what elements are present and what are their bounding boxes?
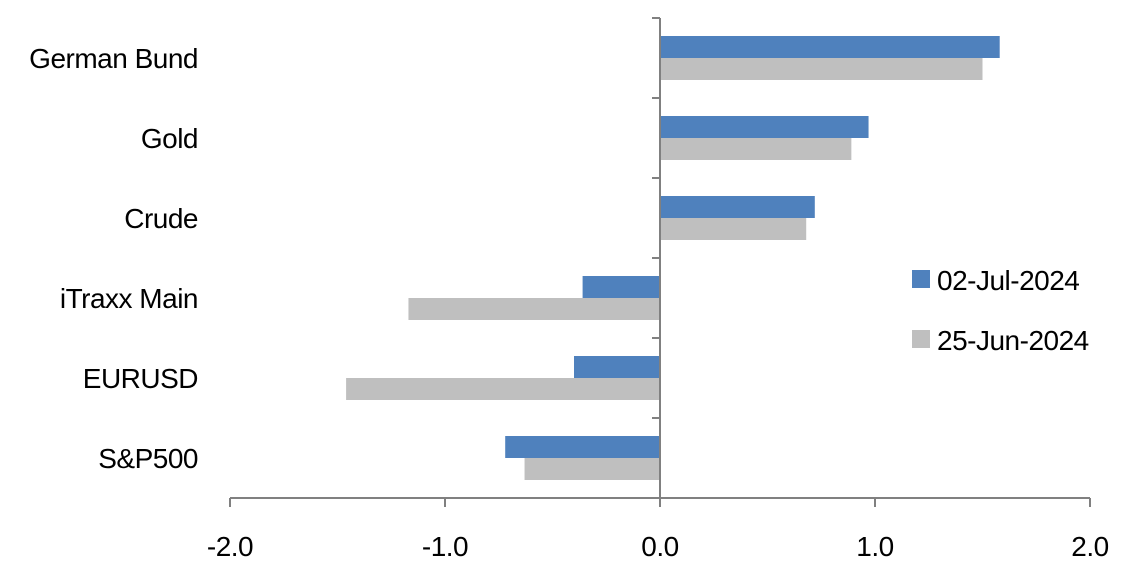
x-tick-label: -1.0 [422,531,468,562]
bar-series1 [574,356,660,378]
bar-series1 [660,36,1000,58]
bar-series2 [660,138,852,160]
bar-series2 [524,458,660,480]
category-label: Gold [141,123,198,154]
legend-label: 02-Jul-2024 [937,265,1079,296]
category-label: EURUSD [83,363,198,394]
bar-series1 [660,196,815,218]
x-tick-label: -2.0 [207,531,253,562]
x-tick-label: 0.0 [641,531,678,562]
category-label: S&P500 [98,443,198,474]
bar-series1 [582,276,660,298]
legend-swatch [912,270,930,288]
category-label: Crude [124,203,198,234]
category-label: iTraxx Main [60,283,198,314]
bar-series2 [408,298,660,320]
bar-series2 [346,378,660,400]
bar-series1 [660,116,869,138]
x-tick-label: 2.0 [1071,531,1108,562]
x-tick-label: 1.0 [856,531,893,562]
bar-series1 [505,436,660,458]
legend-label: 25-Jun-2024 [937,325,1089,356]
bar-series2 [660,218,807,240]
legend-swatch [912,330,930,348]
bar-series2 [660,58,983,80]
category-label: German Bund [29,43,198,74]
